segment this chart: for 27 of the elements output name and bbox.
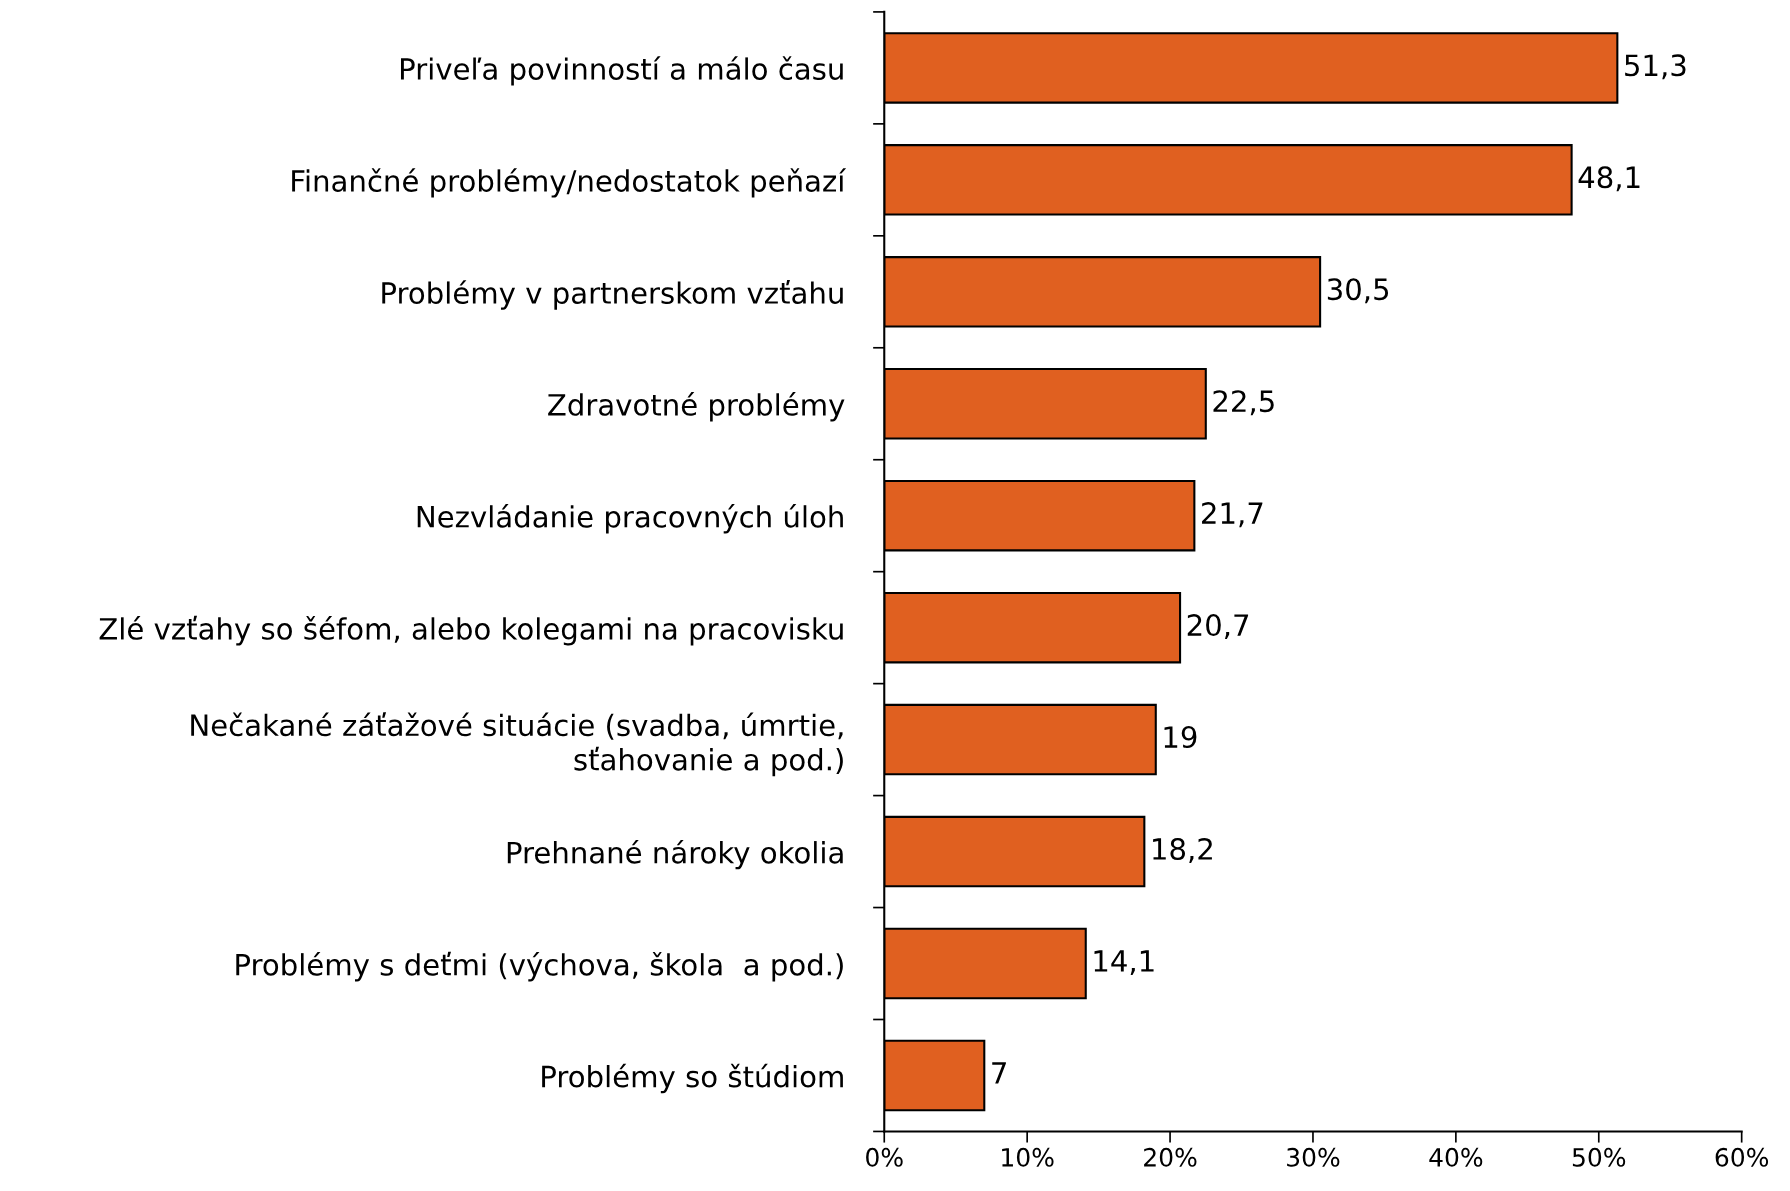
y-tick-label: Zdravotné problémy [548,392,845,422]
y-tick-label: Nečakané záťažové situácie (svadba, úmrtie, sťahovanie a pod.) [191,712,843,777]
data-label: 30,5 [1327,278,1389,304]
data-label: 19 [1164,726,1197,749]
y-tick-label: Zlé vzťahy so šéfom, alebo kolegami na pracovisku [99,615,843,646]
data-label: 20,7 [1187,614,1249,640]
y-tick-label: Priveľa povinností a málo času [400,56,843,86]
y-tick-label: Problémy s deťmi (výchova, škola a pod.) [236,951,843,982]
x-tick-label: 0% [866,1147,903,1167]
x-tick-label: 30% [1287,1147,1340,1167]
data-label: 14,1 [1094,950,1154,975]
data-label: 48,1 [1578,166,1640,192]
x-tick-label: 20% [1144,1147,1197,1167]
data-label: 18,2 [1153,837,1212,863]
data-label: 7 [992,1062,1006,1084]
y-tick-label: Problémy v partnerskom vzťahu [382,280,843,310]
x-tick-label: 40% [1429,1147,1483,1167]
data-label: 22,5 [1213,390,1274,416]
x-tick-label: 10% [1002,1147,1054,1167]
x-tick-label: 60% [1715,1147,1769,1167]
y-tick-label: Prehnané nároky okolia [507,839,843,870]
x-tick-label: 50% [1572,1147,1626,1167]
y-tick-label: Finančné problémy/nedostatok peňazí [292,168,847,198]
y-tick-label: Problémy so štúdiom [542,1063,843,1094]
data-label: 51,3 [1625,54,1686,80]
y-tick-label: Nezvládanie pracovných úloh [417,504,843,534]
data-label: 21,7 [1202,502,1263,528]
